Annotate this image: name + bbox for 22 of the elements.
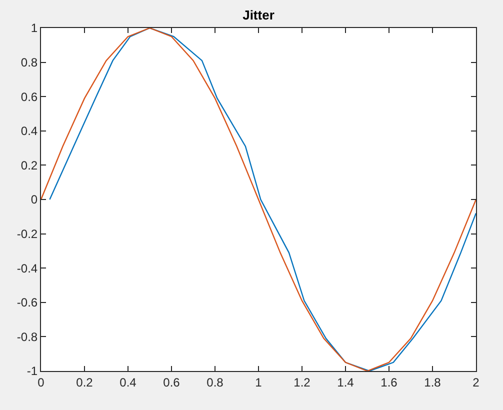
x-tick-label: 1.2: [294, 375, 311, 390]
y-tick-label: 0.8: [20, 56, 38, 70]
x-tick-label: 1.4: [337, 375, 354, 390]
y-tick-label: 1: [30, 21, 38, 36]
chart-title: Jitter: [242, 8, 274, 23]
y-tick-label: 0: [30, 192, 38, 207]
x-tick-label: 0.4: [120, 375, 137, 390]
x-tick-label: 2: [472, 375, 480, 390]
x-tick-label: 0.2: [76, 375, 94, 390]
x-tick-label: 1.8: [424, 375, 442, 390]
y-tick-label: 0.6: [20, 90, 38, 104]
y-tick-label: 0.2: [20, 158, 38, 172]
y-tick-label: -1: [26, 364, 38, 378]
x-tick-label: 0.8: [206, 375, 224, 390]
x-tick-label: 1: [255, 375, 262, 390]
x-tick-label: 0.6: [163, 375, 180, 390]
y-tick-label: -0.2: [16, 227, 38, 241]
y-tick-label: 0.4: [20, 124, 38, 138]
y-tick-label: -0.8: [16, 330, 38, 344]
y-tick-label: -0.4: [16, 261, 38, 276]
x-tick-label: 1.6: [380, 375, 398, 390]
y-tick-label: -0.6: [16, 296, 38, 310]
